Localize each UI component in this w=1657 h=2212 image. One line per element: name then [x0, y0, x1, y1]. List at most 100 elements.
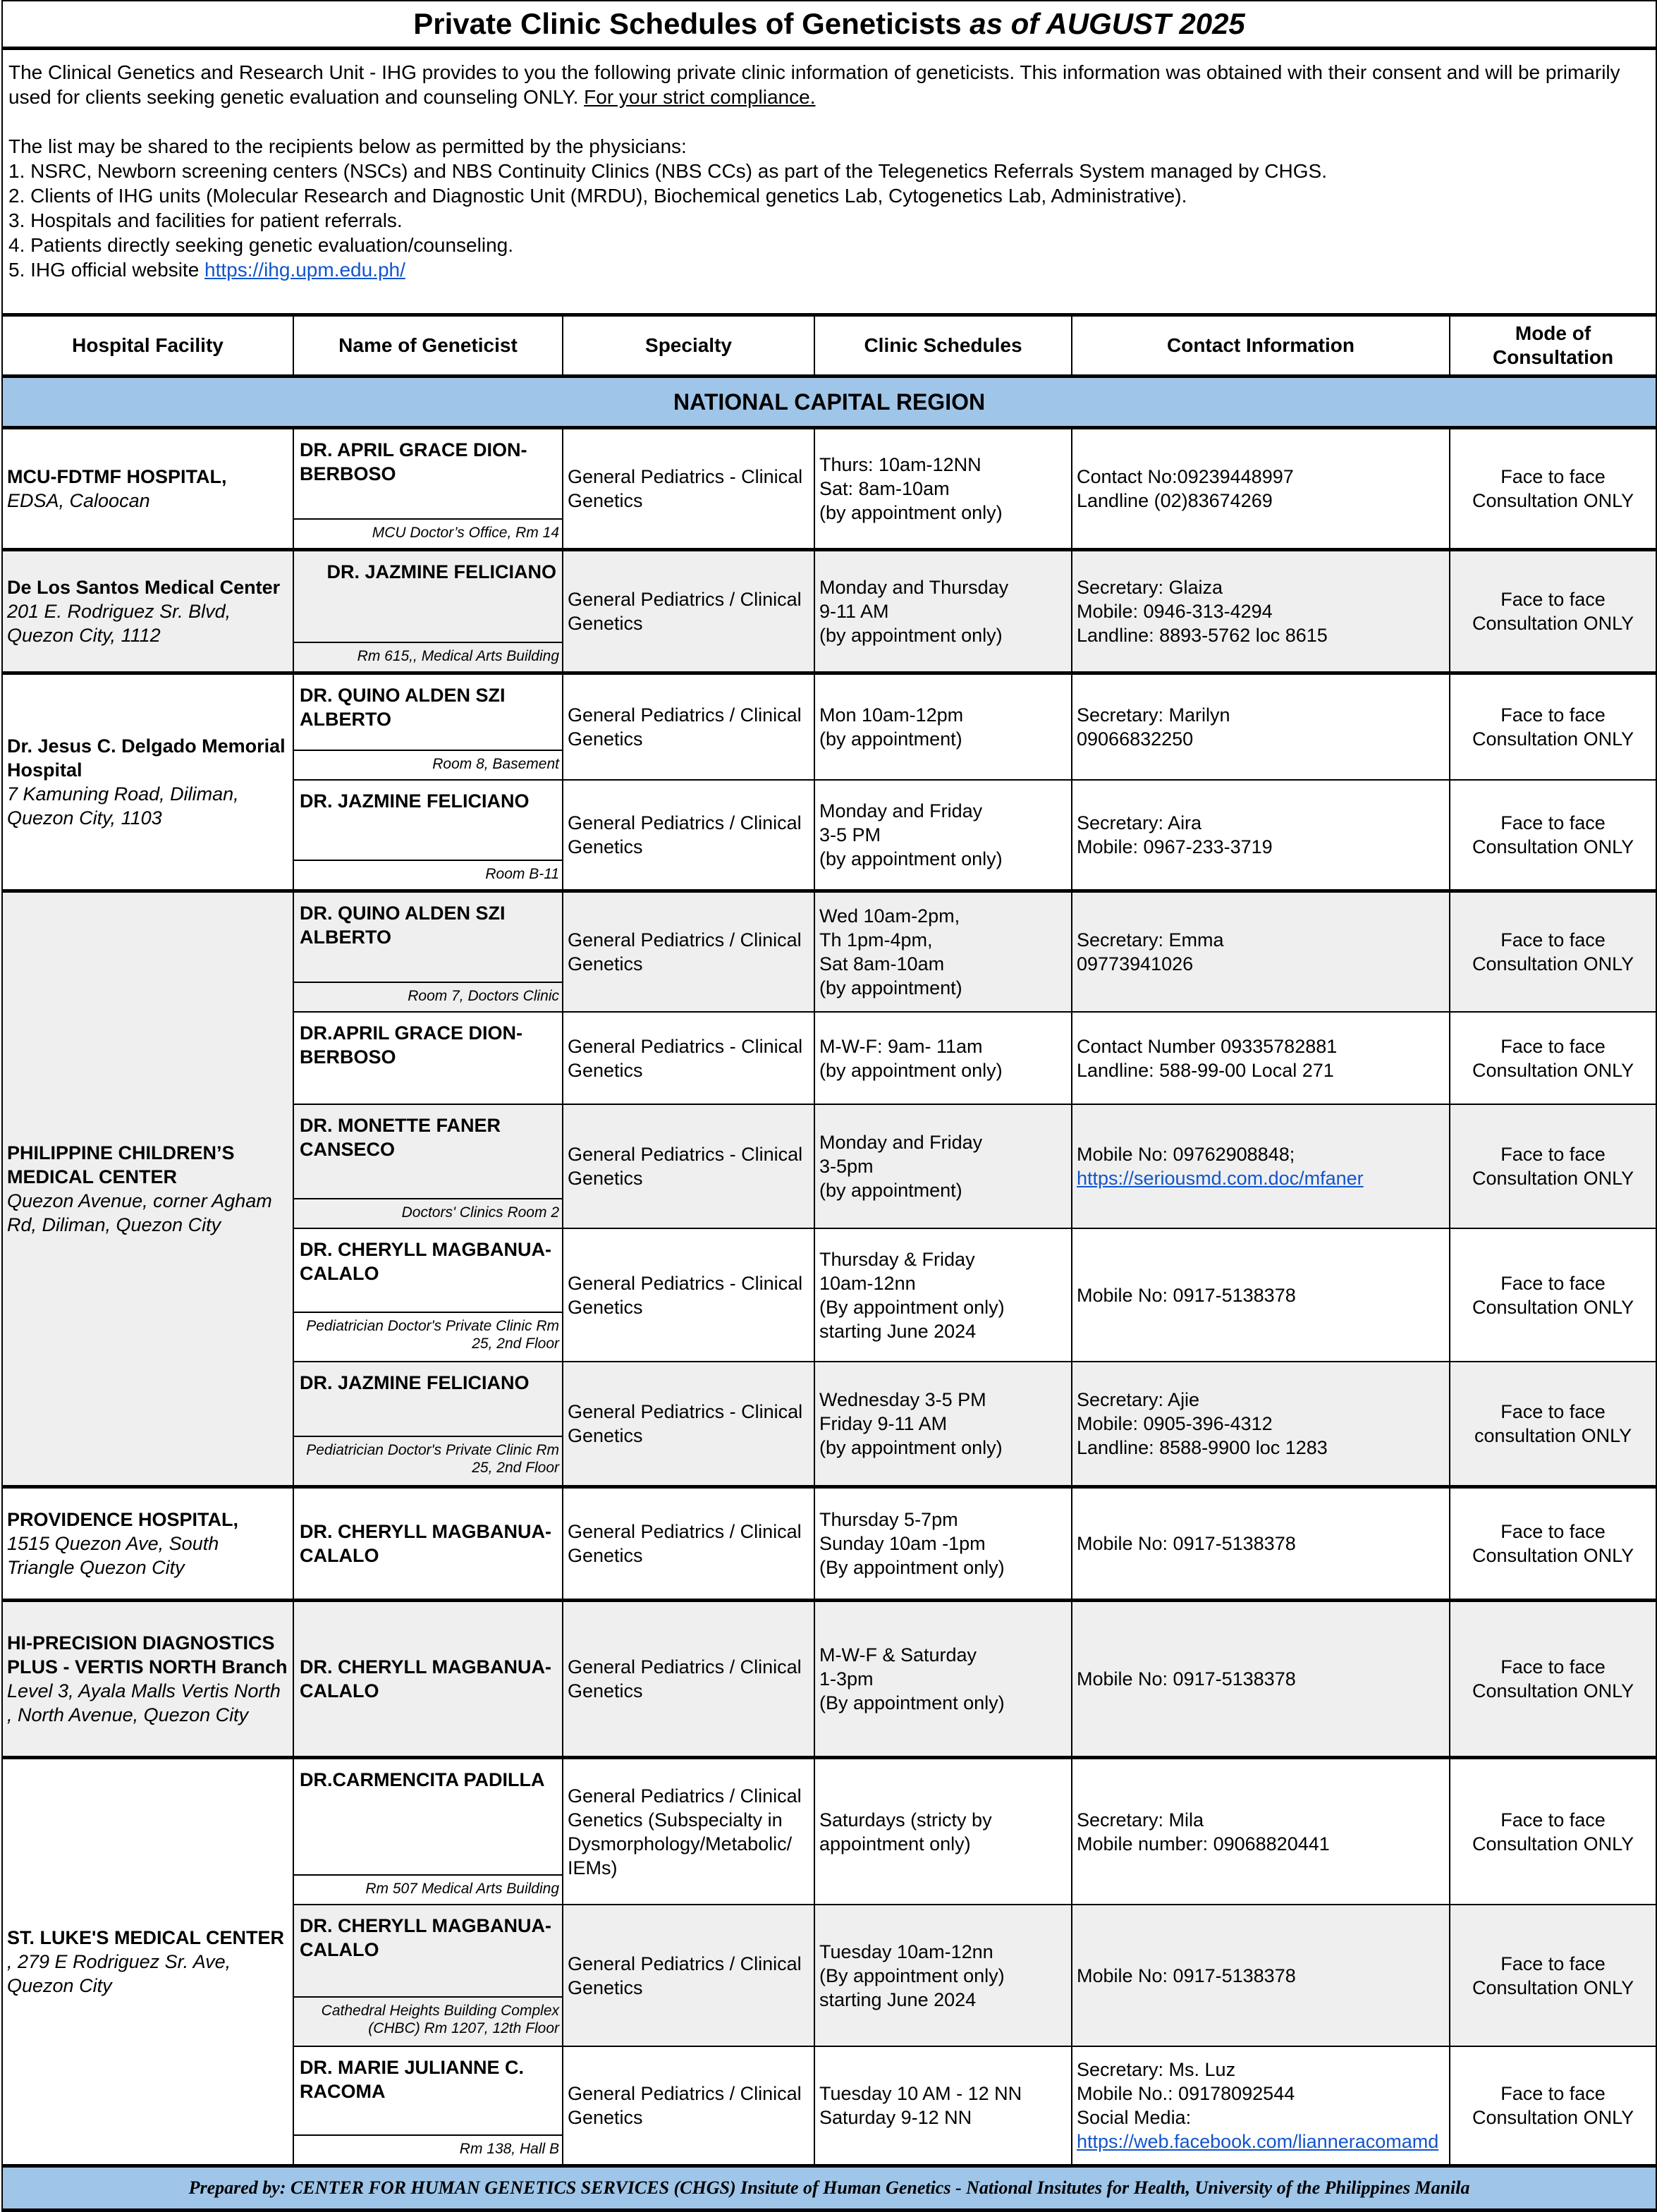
contact-cell: Mobile No: 09762908848; https://seriousmd…	[1071, 1104, 1450, 1229]
hospital-name: Dr. Jesus C. Delgado Memorial Hospital	[7, 735, 286, 781]
consultation-mode: Face to face Consultation ONLY	[1448, 2046, 1657, 2167]
schedule-line: Wednesday 3-5 PM	[819, 1389, 986, 1410]
list-intro: The list may be shared to the recipients…	[8, 135, 687, 157]
schedule-cell: M-W-F: 9am- 11am (by appointment only)	[814, 1011, 1072, 1105]
hospital-address: EDSA, Caloocan	[7, 490, 150, 511]
contact-line: Contact No:09239448997	[1077, 466, 1294, 487]
schedule-line: Monday and Friday	[819, 1132, 983, 1153]
hospital-address: 201 E. Rodriguez Sr. Blvd, Quezon City, …	[7, 601, 231, 646]
clinic-room: Room 8, Basement	[294, 750, 562, 779]
contact-line: 09066832250	[1077, 728, 1194, 750]
consultation-mode: Face to face Consultation ONLY	[1448, 548, 1657, 674]
contact-cell: Mobile No: 0917-5138378	[1071, 1485, 1450, 1601]
specialty-cell: General Pediatrics - Clinical Genetics	[562, 1228, 815, 1362]
clinic-room: Rm 138, Hall B	[294, 2134, 562, 2164]
consultation-mode: Face to face Consultation ONLY	[1448, 426, 1657, 551]
clinic-room: Rm 615,, Medical Arts Building	[294, 642, 562, 671]
table-row: PHILIPPINE CHILDREN’S MEDICAL CENTER Quez…	[1, 889, 1657, 1488]
schedule-cell: Thursday 5-7pm Sunday 10am -1pm (By appoin…	[814, 1485, 1072, 1601]
geneticist-name: DR. APRIL GRACE DION-BERBOSO	[300, 439, 527, 484]
contact-line: Landline: 8588-9900 loc 1283	[1077, 1437, 1328, 1458]
clinic-room: Doctors' Clinics Room 2	[294, 1198, 562, 1228]
contact-line: Mobile No: 0917-5138378	[1077, 1284, 1296, 1306]
schedule-line: Sat 8am-10am	[819, 953, 945, 974]
contact-line: Secretary: Mila	[1077, 1809, 1204, 1831]
recipient-item: 4. Patients directly seeking genetic eva…	[8, 234, 513, 256]
specialty-cell: General Pediatrics / Clinical Genetics	[562, 671, 815, 781]
schedule-cell: Thurs: 10am-12NN Sat: 8am-10am (by appoint…	[814, 426, 1072, 551]
contact-cell: Contact Number 09335782881 Landline: 588-…	[1071, 1011, 1450, 1105]
geneticist-name: DR.APRIL GRACE DION-BERBOSO	[300, 1022, 523, 1068]
schedule-cell: Monday and Thursday 9-11 AM (by appointmen…	[814, 548, 1072, 674]
consultation-mode: Face to face Consultation ONLY	[1448, 1756, 1657, 1905]
contact-link[interactable]: https://web.facebook.com/lianneracomamd	[1077, 2131, 1439, 2152]
contact-line: Mobile No: 0917-5138378	[1077, 1668, 1296, 1689]
recipient-item: 1. NSRC, Newborn screening centers (NSCs…	[8, 160, 1327, 182]
schedule-line: (by appointment)	[819, 1180, 962, 1201]
hospital-cell: MCU-FDTMF HOSPITAL, EDSA, Caloocan	[1, 426, 294, 551]
footer-row: Prepared by: CENTER FOR HUMAN GENETICS S…	[1, 2164, 1657, 2212]
geneticist-cell: DR. MARIE JULIANNE C. RACOMA Rm 138, Hall…	[293, 2046, 563, 2167]
consultation-mode: Face to face Consultation ONLY	[1448, 779, 1657, 892]
schedule-line: 10am-12nn	[819, 1272, 916, 1294]
hospital-address: 1515 Quezon Ave, South Triangle Quezon C…	[7, 1533, 219, 1578]
hospital-name: PHILIPPINE CHILDREN’S MEDICAL CENTER	[7, 1142, 235, 1187]
schedule-line: (by appointment)	[819, 977, 962, 998]
clinic-room: Rm 507 Medical Arts Building	[294, 1874, 562, 1904]
specialty-cell: General Pediatrics - Clinical Genetics	[562, 1011, 815, 1105]
schedule-line: (By appointment only)	[819, 1557, 1005, 1578]
clinic-room: Room 7, Doctors Clinic	[294, 982, 562, 1011]
hospital-name: ST. LUKE'S MEDICAL CENTER	[7, 1927, 284, 1948]
schedule-cell: Monday and Friday 3-5pm (by appointment)	[814, 1104, 1072, 1229]
geneticist-cell: DR.CARMENCITA PADILLA Rm 507 Medical Arts…	[293, 1756, 563, 1905]
table-row: MCU-FDTMF HOSPITAL, EDSA, Caloocan DR. APR…	[1, 426, 1657, 551]
schedule-line: (by appointment only)	[819, 848, 1003, 869]
contact-line: Mobile: 0967-233-3719	[1077, 836, 1273, 857]
title-main: Private Clinic Schedules of Geneticists	[413, 7, 970, 40]
prepared-by: Prepared by: CENTER FOR HUMAN GENETICS S…	[1, 2164, 1657, 2212]
contact-cell: Secretary: Mila Mobile number: 0906882044…	[1071, 1756, 1450, 1905]
intro-section: The Clinical Genetics and Research Unit …	[1, 47, 1657, 316]
page-title: Private Clinic Schedules of Geneticists …	[1, 0, 1657, 49]
specialty-cell: General Pediatrics / Clinical Genetics	[562, 889, 815, 1013]
geneticist-name: DR. JAZMINE FELICIANO	[300, 790, 530, 812]
schedule-cell: Wed 10am-2pm, Th 1pm-4pm, Sat 8am-10am (by …	[814, 889, 1072, 1013]
schedule-line: Friday 9-11 AM	[819, 1413, 948, 1434]
hospital-cell: Dr. Jesus C. Delgado Memorial Hospital 7 …	[1, 671, 294, 892]
clinic-room: Pediatrician Doctor's Private Clinic Rm …	[294, 1436, 562, 1485]
geneticist-cell: DR. QUINO ALDEN SZI ALBERTO Room 8, Basem…	[293, 671, 563, 781]
schedule-line: 9-11 AM	[819, 601, 889, 622]
contact-cell: Mobile No: 0917-5138378	[1071, 1599, 1450, 1759]
consultation-mode: Face to face Consultation ONLY	[1448, 671, 1657, 781]
consultation-mode: Face to face Consultation ONLY	[1448, 1011, 1657, 1105]
hospital-cell: PHILIPPINE CHILDREN’S MEDICAL CENTER Quez…	[1, 889, 294, 1488]
website-link[interactable]: https://ihg.upm.edu.ph/	[204, 259, 405, 281]
schedule-line: (By appointment only)	[819, 1964, 1005, 1986]
geneticist-name: DR. JAZMINE FELICIANO	[326, 561, 556, 582]
clinic-room: Room B-11	[294, 860, 562, 889]
contact-line: Mobile No.: 09178092544	[1077, 2083, 1295, 2104]
contact-line: Mobile No: 09762908848;	[1077, 1144, 1295, 1165]
contact-cell: Mobile No: 0917-5138378	[1071, 1228, 1450, 1362]
contact-cell: Secretary: Emma 09773941026	[1071, 889, 1450, 1013]
hospital-cell: HI-PRECISION DIAGNOSTICS PLUS - VERTIS N…	[1, 1599, 294, 1759]
schedule-cell: M-W-F & Saturday 1-3pm (By appointment onl…	[814, 1599, 1072, 1759]
geneticist-name: DR. QUINO ALDEN SZI ALBERTO	[300, 903, 506, 948]
contact-link[interactable]: https://seriousmd.com.doc/mfaner	[1077, 1168, 1364, 1189]
schedule-line: Sat: 8am-10am	[819, 478, 950, 499]
contact-cell: Secretary: Glaiza Mobile: 0946-313-4294 La…	[1071, 548, 1450, 674]
contact-line: Mobile No: 0917-5138378	[1077, 1533, 1296, 1554]
hospital-cell: De Los Santos Medical Center 201 E. Rodri…	[1, 548, 294, 674]
geneticist-name: DR. CHERYLL MAGBANUA-CALALO	[300, 1239, 551, 1284]
geneticist-cell: DR. CHERYLL MAGBANUA-CALALO Pediatrician …	[293, 1228, 563, 1362]
schedule-cell: Mon 10am-12pm (by appointment)	[814, 671, 1072, 781]
table-row: HI-PRECISION DIAGNOSTICS PLUS - VERTIS N…	[1, 1599, 1657, 1759]
hospital-address: , 279 E Rodriguez Sr. Ave, Quezon City	[7, 1951, 231, 1996]
schedule-line: (By appointment only)	[819, 1296, 1005, 1318]
contact-cell: Secretary: Aira Mobile: 0967-233-3719	[1071, 779, 1450, 892]
clinic-room: Pediatrician Doctor's Private Clinic Rm …	[294, 1312, 562, 1361]
contact-line: Social Media:	[1077, 2107, 1192, 2128]
schedule-line: Thursday & Friday	[819, 1248, 975, 1270]
schedule-line: (by appointment only)	[819, 1437, 1003, 1458]
